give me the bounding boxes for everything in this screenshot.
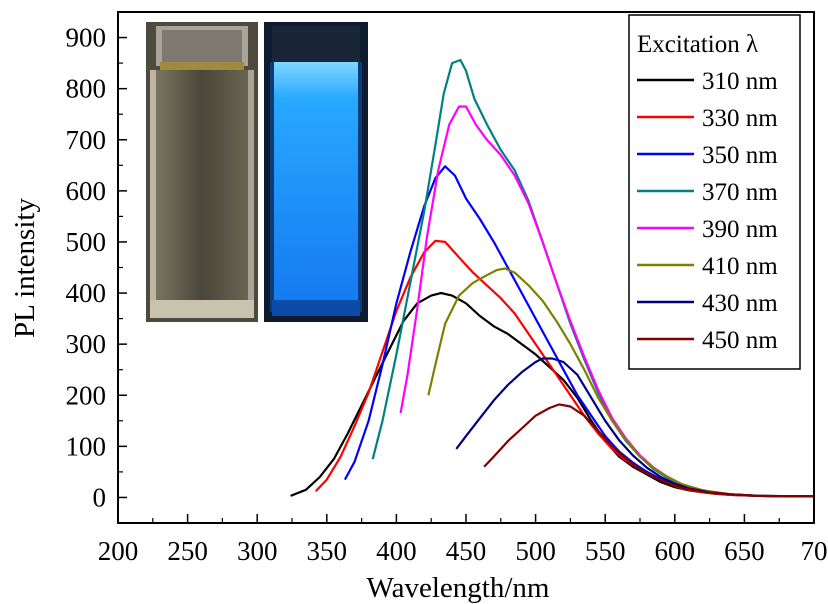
series-line-410-nm	[427, 267, 814, 498]
y-tick-label: 100	[66, 431, 107, 461]
legend-label: 430 nm	[702, 290, 778, 317]
series-line-430-nm	[455, 357, 814, 498]
x-tick-label: 250	[167, 536, 208, 566]
x-tick-label: 70	[801, 536, 828, 566]
x-tick-label: 500	[515, 536, 556, 566]
x-tick-label: 300	[237, 536, 278, 566]
y-tick-label: 700	[66, 125, 107, 155]
inset-photos	[146, 22, 368, 322]
legend-title: Excitation λ	[637, 31, 758, 58]
y-axis-title: PL intensity	[9, 198, 41, 338]
legend-label: 310 nm	[702, 68, 778, 95]
x-tick-label: 550	[585, 536, 626, 566]
x-tick-label: 600	[655, 536, 696, 566]
legend-label: 350 nm	[702, 142, 778, 169]
x-tick-label: 400	[376, 536, 417, 566]
y-tick-label: 800	[66, 74, 107, 104]
y-tick-label: 900	[66, 23, 107, 53]
y-tick-label: 400	[66, 278, 107, 308]
x-tick-label: 650	[724, 536, 765, 566]
y-tick-label: 500	[66, 227, 107, 257]
x-tick-label: 200	[98, 536, 139, 566]
x-tick-label: 350	[307, 536, 348, 566]
legend-entries: 310 nm 330 nm 350 nm 370 nm 390 nm 410 nm 430 …	[637, 68, 778, 354]
uv-vial-photo	[264, 22, 368, 322]
x-axis-ticks: 200 250 300 350 400 450 500 550 600 650 70	[98, 514, 828, 566]
series-layer	[290, 58, 814, 498]
y-tick-label: 200	[66, 380, 107, 410]
legend-label: 450 nm	[702, 327, 778, 354]
legend-label: 410 nm	[702, 253, 778, 280]
series-line-450-nm	[483, 403, 814, 498]
y-tick-label: 0	[93, 482, 107, 512]
y-tick-label: 600	[66, 176, 107, 206]
x-axis-title: Wavelength/nm	[367, 572, 550, 604]
legend-label: 330 nm	[702, 105, 778, 132]
daylight-vial-photo	[146, 22, 258, 322]
legend: Excitation λ 310 nm 330 nm 350 nm 370 nm 390…	[628, 14, 801, 370]
legend-label: 390 nm	[702, 216, 778, 243]
y-axis-ticks: 0 100 200 300 400 500 600 700 800 900	[66, 23, 127, 512]
legend-label: 370 nm	[702, 179, 778, 206]
y-tick-label: 300	[66, 329, 107, 359]
x-tick-label: 450	[446, 536, 487, 566]
